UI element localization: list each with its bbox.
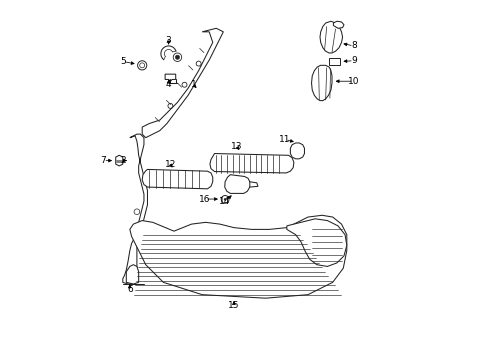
Text: 3: 3 — [165, 36, 171, 45]
Text: 10: 10 — [347, 77, 359, 86]
Bar — [328, 58, 340, 66]
Text: 7: 7 — [101, 156, 106, 165]
Text: 14: 14 — [219, 197, 230, 206]
Polygon shape — [126, 265, 139, 284]
Polygon shape — [142, 28, 223, 138]
Polygon shape — [311, 66, 331, 100]
Circle shape — [175, 55, 179, 59]
Circle shape — [224, 198, 225, 201]
Polygon shape — [290, 143, 304, 159]
Polygon shape — [116, 155, 122, 166]
Text: 9: 9 — [350, 56, 356, 65]
Text: 5: 5 — [120, 57, 125, 66]
Polygon shape — [209, 154, 293, 173]
Text: 13: 13 — [230, 142, 242, 151]
Polygon shape — [333, 21, 343, 28]
Polygon shape — [165, 74, 175, 81]
Text: 16: 16 — [199, 194, 210, 203]
Polygon shape — [319, 21, 342, 53]
Text: 15: 15 — [228, 301, 239, 310]
Polygon shape — [142, 170, 212, 189]
Text: 12: 12 — [164, 159, 176, 168]
Polygon shape — [122, 134, 147, 284]
Polygon shape — [286, 219, 346, 266]
Text: 6: 6 — [127, 285, 132, 294]
Text: 1: 1 — [190, 80, 196, 89]
Polygon shape — [224, 175, 249, 193]
Polygon shape — [130, 215, 346, 298]
Text: 11: 11 — [279, 135, 290, 144]
Text: 4: 4 — [165, 80, 171, 89]
Text: 2: 2 — [120, 156, 125, 165]
Text: 8: 8 — [350, 41, 356, 50]
